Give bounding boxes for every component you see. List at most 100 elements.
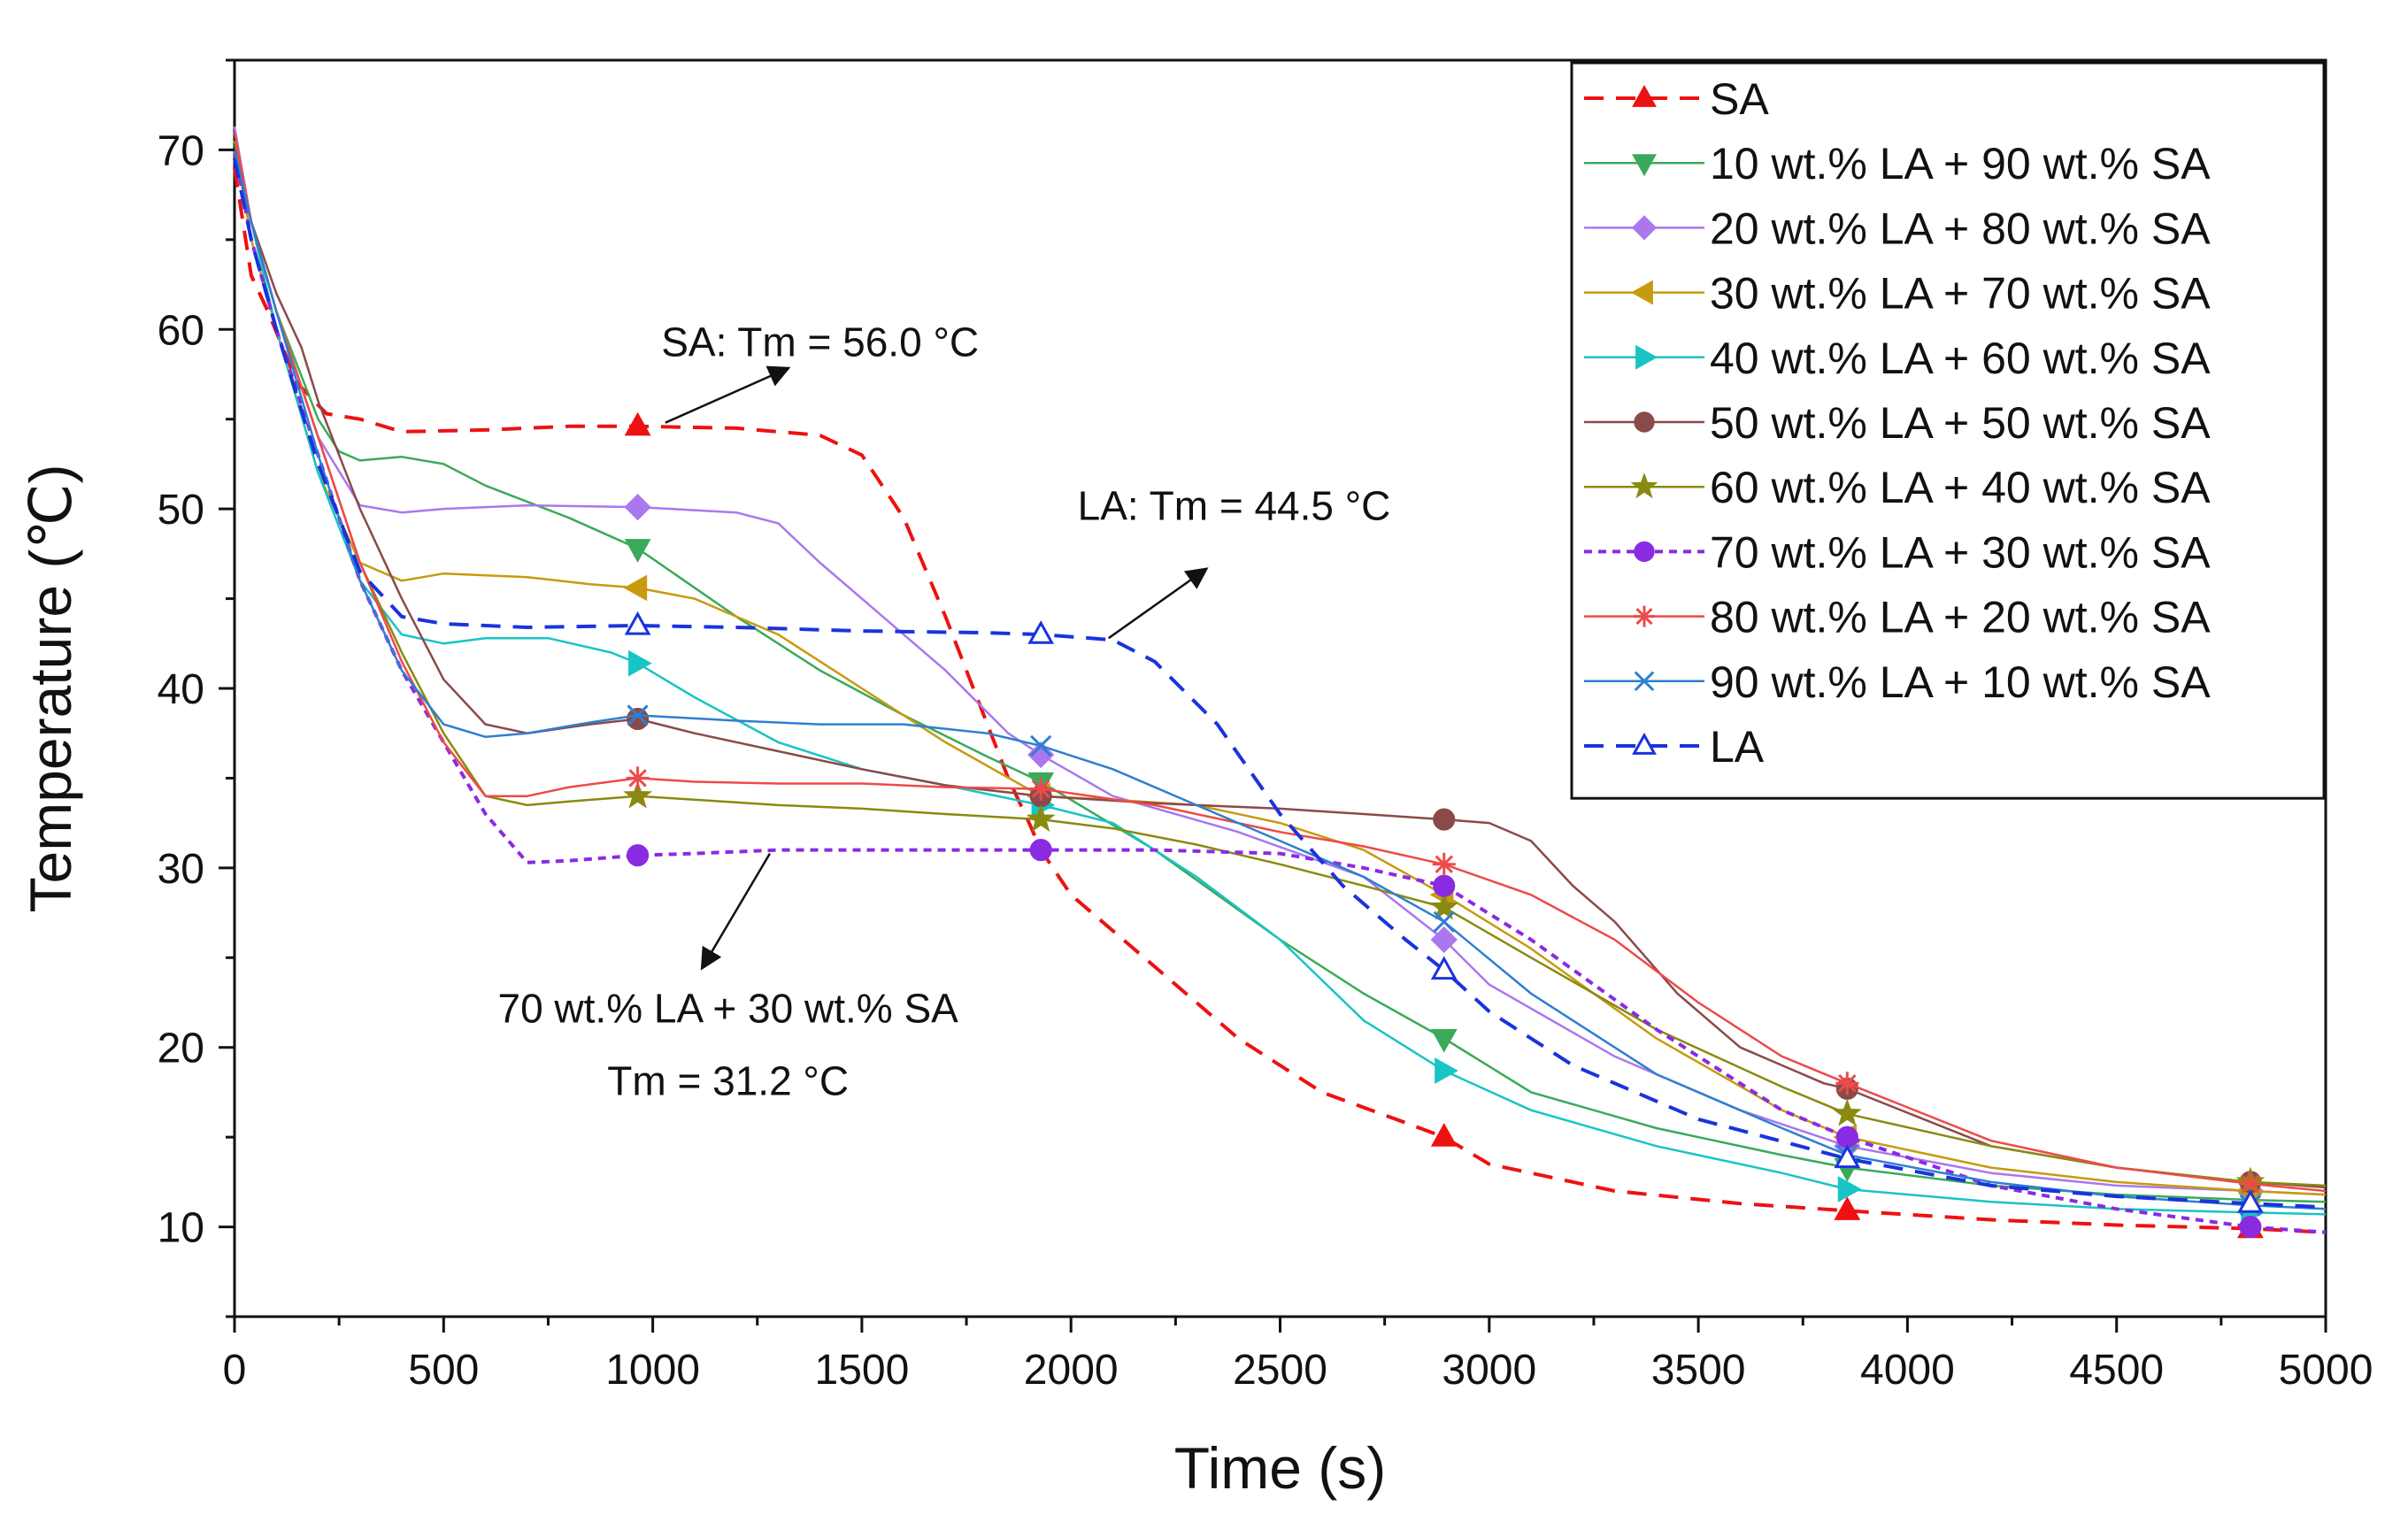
legend-label: 40 wt.% LA + 60 wt.% SA	[1710, 334, 2211, 383]
x-tick-label: 3000	[1442, 1347, 1536, 1394]
legend-entry-la: LA	[1584, 722, 1765, 772]
legend-label: 70 wt.% LA + 30 wt.% SA	[1710, 527, 2211, 577]
x-axis-title: Time (s)	[1174, 1435, 1387, 1501]
series-point	[624, 611, 651, 635]
annotation-text: LA: Tm = 44.5 °C	[1078, 482, 1391, 528]
y-axis-title: Temperature (℃)	[18, 465, 83, 913]
legend-marker	[1632, 154, 1657, 177]
series-point	[1026, 803, 1056, 833]
series-point	[2238, 1172, 2262, 1195]
annotation-text: Tm = 31.2 °C	[607, 1057, 849, 1103]
series-point	[1029, 777, 1053, 801]
series-line	[233, 150, 2327, 1210]
legend-entry-sa: SA	[1584, 74, 1769, 124]
series-point	[624, 539, 651, 563]
legend-entry-40-wt-la-60-wt-sa: 40 wt.% LA + 60 wt.% SA	[1584, 334, 2211, 383]
y-tick-label: 20	[158, 1026, 204, 1072]
legend-marker	[1632, 84, 1657, 107]
series-point	[1432, 852, 1456, 876]
legend-label: 30 wt.% LA + 70 wt.% SA	[1710, 269, 2211, 319]
legend-entry-30-wt-la-70-wt-sa: 30 wt.% LA + 70 wt.% SA	[1584, 269, 2211, 319]
series-point	[1430, 1028, 1458, 1053]
axes-layer: 0 500 1000 1500 2000 2500 3000 3500 4000 4500 5000…	[158, 58, 2373, 1394]
annotation-text: SA: Tm = 56.0 °C	[661, 319, 979, 365]
legend-entry-10-wt-la-90-wt-sa: 10 wt.% LA + 90 wt.% SA	[1584, 139, 2211, 188]
annotation-arrow	[1108, 567, 1209, 640]
legend-label: 20 wt.% LA + 80 wt.% SA	[1710, 204, 2211, 253]
series-point	[626, 766, 650, 790]
x-tick-label: 4000	[1860, 1347, 1955, 1394]
series-point	[623, 780, 653, 809]
legend-marker	[1634, 671, 1655, 692]
legend-entry-60-wt-la-40-wt-sa: 60 wt.% LA + 40 wt.% SA	[1584, 463, 2211, 512]
series-point	[1433, 910, 1455, 933]
series-point	[1029, 839, 1052, 862]
legend-entry-20-wt-la-80-wt-sa: 20 wt.% LA + 80 wt.% SA	[1584, 204, 2211, 253]
series-point	[1832, 1098, 1862, 1126]
series-point	[2237, 1189, 2264, 1213]
annotation-3: 70 wt.% LA + 30 wt.% SA Tm = 31.2 °C	[497, 852, 958, 1103]
legend-box	[1570, 61, 2326, 800]
series-line	[233, 141, 2327, 1203]
legend-entry-90-wt-la-10-wt-sa: 90 wt.% LA + 10 wt.% SA	[1584, 657, 2211, 707]
series-point	[1837, 1176, 1862, 1202]
series-point	[1430, 1123, 1458, 1147]
series-line	[233, 167, 2327, 1234]
series-point	[2239, 1216, 2262, 1239]
y-tick-label: 60	[158, 307, 204, 354]
series-point	[1834, 1144, 1861, 1169]
series-point	[627, 649, 652, 677]
series-line	[233, 126, 2327, 1196]
y-tick-label: 30	[158, 846, 204, 893]
legend-marker	[1631, 215, 1658, 241]
series-point	[623, 574, 648, 602]
series-line	[233, 141, 2327, 1187]
series-line	[233, 158, 2327, 1210]
legend-entry-50-wt-la-50-wt-sa: 50 wt.% LA + 50 wt.% SA	[1584, 398, 2211, 448]
series-point	[627, 704, 649, 726]
x-tick-label: 2500	[1233, 1347, 1327, 1394]
annotation-2: LA: Tm = 44.5 °C	[1078, 482, 1391, 640]
legend-label: 60 wt.% LA + 40 wt.% SA	[1710, 463, 2211, 512]
x-tick-label: 3500	[1651, 1347, 1746, 1394]
y-tick-label: 70	[158, 127, 204, 174]
x-tick-label: 500	[408, 1347, 479, 1394]
series-point	[624, 411, 651, 436]
series-line	[233, 131, 2327, 1193]
series-point	[1027, 741, 1055, 769]
series-point	[1429, 892, 1459, 920]
legend-label: 90 wt.% LA + 10 wt.% SA	[1710, 657, 2211, 707]
series-la	[233, 158, 2327, 1213]
legend-entry-70-wt-la-30-wt-sa: 70 wt.% LA + 30 wt.% SA	[1584, 527, 2211, 577]
y-tick-label: 50	[158, 487, 204, 534]
series-point	[1433, 874, 1456, 897]
series-point	[1435, 1057, 1458, 1084]
legend-label: 10 wt.% LA + 90 wt.% SA	[1710, 139, 2211, 188]
legend-marker	[1634, 541, 1655, 563]
series-80-wt-la-20-wt-sa	[233, 131, 2327, 1195]
legend-marker	[1635, 344, 1658, 370]
series-point	[1430, 926, 1458, 954]
series-point	[1430, 956, 1458, 980]
annotation-text: 70 wt.% LA + 30 wt.% SA	[497, 985, 958, 1031]
legend-marker	[1634, 411, 1655, 433]
legend-marker	[1630, 280, 1653, 305]
series-point	[1835, 1126, 1858, 1149]
y-tick-label: 10	[158, 1205, 204, 1252]
series-point	[1027, 620, 1055, 644]
legend-label: 50 wt.% LA + 50 wt.% SA	[1710, 398, 2211, 448]
series-point	[1433, 808, 1456, 831]
annotation-1: SA: Tm = 56.0 °C	[661, 319, 979, 424]
x-tick-label: 1500	[815, 1347, 910, 1394]
annotation-arrow	[700, 852, 772, 971]
series-point	[627, 707, 650, 731]
legend-entry-80-wt-la-20-wt-sa: 80 wt.% LA + 20 wt.% SA	[1584, 593, 2211, 642]
legend-marker	[1634, 605, 1655, 627]
series-point	[627, 844, 650, 867]
x-tick-label: 4500	[2069, 1347, 2164, 1394]
series-point	[624, 493, 651, 521]
legend-label: LA	[1710, 722, 1765, 772]
series-point	[1834, 1196, 1861, 1220]
annotation-arrow	[665, 365, 791, 424]
legend-marker	[1632, 732, 1657, 755]
